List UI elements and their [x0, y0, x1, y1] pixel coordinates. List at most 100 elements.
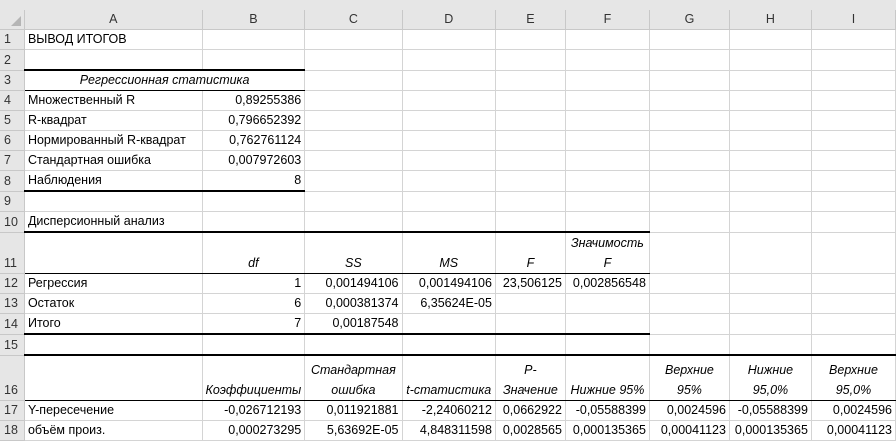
coef-header[interactable]: Верхние 95,0%: [811, 354, 896, 401]
cell[interactable]: [649, 211, 730, 233]
coef-header[interactable]: Стандартная ошибка: [304, 354, 403, 401]
spreadsheet-grid[interactable]: A B C D E F G H I 1 ВЫВОД ИТОГОВ 2 3 Регрессионная ст…: [0, 10, 896, 441]
row-header-15[interactable]: 15: [0, 334, 25, 356]
cell[interactable]: [811, 49, 896, 71]
cell[interactable]: [304, 334, 403, 356]
cell[interactable]: [304, 130, 403, 151]
cell[interactable]: [729, 293, 812, 314]
cell[interactable]: [649, 170, 730, 192]
cell[interactable]: [729, 29, 812, 50]
coef-value[interactable]: 0,0662922: [495, 400, 566, 421]
cell[interactable]: [304, 150, 403, 171]
column-header-E[interactable]: E: [495, 10, 566, 30]
cell[interactable]: [24, 334, 203, 356]
coef-value[interactable]: 0,00041123: [649, 420, 730, 441]
cell[interactable]: [729, 232, 812, 274]
cell[interactable]: [649, 293, 730, 314]
cell[interactable]: [304, 49, 403, 71]
cell[interactable]: [495, 70, 566, 91]
anova-ss[interactable]: 0,000381374: [304, 293, 403, 314]
cell[interactable]: [811, 211, 896, 233]
cell[interactable]: [565, 130, 650, 151]
cell[interactable]: [811, 110, 896, 131]
cell[interactable]: [729, 313, 812, 335]
row-header-4[interactable]: 4: [0, 90, 25, 111]
cell[interactable]: [565, 70, 650, 91]
cell[interactable]: [811, 232, 896, 274]
anova-df[interactable]: 1: [202, 273, 306, 294]
column-header-F[interactable]: F: [565, 10, 650, 30]
cell[interactable]: [304, 70, 403, 91]
cell[interactable]: [202, 191, 306, 212]
coef-value[interactable]: 0,0024596: [811, 400, 896, 421]
anova-sig[interactable]: [565, 293, 650, 314]
anova-df[interactable]: 6: [202, 293, 306, 314]
cell[interactable]: [729, 334, 812, 356]
coef-header[interactable]: t-статистика: [402, 354, 496, 401]
row-header-3[interactable]: 3: [0, 70, 25, 91]
coef-value[interactable]: -2,24060212: [402, 400, 496, 421]
cell[interactable]: [729, 191, 812, 212]
cell[interactable]: [304, 110, 403, 131]
cell[interactable]: [24, 49, 203, 71]
cell[interactable]: [649, 90, 730, 111]
row-header-10[interactable]: 10: [0, 211, 25, 233]
row-header-2[interactable]: 2: [0, 49, 25, 71]
stat-value[interactable]: 0,762761124: [202, 130, 306, 151]
cell[interactable]: [495, 90, 566, 111]
row-header-6[interactable]: 6: [0, 130, 25, 151]
column-header-A[interactable]: A: [24, 10, 203, 30]
anova-header[interactable]: F: [495, 231, 566, 274]
anova-label[interactable]: Итого: [24, 313, 203, 335]
cell[interactable]: [565, 191, 650, 212]
coef-value[interactable]: -0,026712193: [202, 400, 306, 421]
cell[interactable]: [565, 150, 650, 171]
cell[interactable]: [495, 29, 566, 50]
stat-value[interactable]: 0,007972603: [202, 150, 306, 171]
cell[interactable]: [495, 110, 566, 131]
cell[interactable]: [811, 130, 896, 151]
cell[interactable]: [565, 29, 650, 50]
coef-value[interactable]: 0,0024596: [649, 400, 730, 421]
cell[interactable]: [565, 90, 650, 111]
row-header-17[interactable]: 17: [0, 400, 25, 421]
coef-header[interactable]: Коэффициенты: [202, 354, 306, 401]
cell[interactable]: [402, 49, 496, 71]
column-header-I[interactable]: I: [811, 10, 896, 30]
cell[interactable]: [202, 29, 306, 50]
stat-label[interactable]: Наблюдения: [24, 170, 203, 192]
column-header-G[interactable]: G: [649, 10, 730, 30]
cell[interactable]: [811, 70, 896, 91]
coef-label[interactable]: объём произ.: [24, 420, 203, 441]
column-header-D[interactable]: D: [402, 10, 496, 30]
stat-value[interactable]: 0,89255386: [202, 90, 306, 111]
row-header-16[interactable]: 16: [0, 355, 25, 401]
cell[interactable]: [24, 191, 203, 212]
row-header-11[interactable]: 11: [0, 232, 25, 274]
cell[interactable]: [649, 313, 730, 335]
row-header-7[interactable]: 7: [0, 150, 25, 171]
coef-value[interactable]: 4,848311598: [402, 420, 496, 441]
select-all-corner[interactable]: [0, 10, 25, 30]
column-header-H[interactable]: H: [729, 10, 812, 30]
cell[interactable]: [304, 90, 403, 111]
cell[interactable]: [729, 170, 812, 192]
cell[interactable]: [495, 334, 566, 356]
cell[interactable]: [565, 49, 650, 71]
cell[interactable]: [402, 191, 496, 212]
row-header-14[interactable]: 14: [0, 313, 25, 335]
stat-label[interactable]: R-квадрат: [24, 110, 203, 131]
cell[interactable]: [565, 110, 650, 131]
cell[interactable]: [811, 293, 896, 314]
coef-header[interactable]: Нижние 95,0%: [729, 354, 812, 401]
cell[interactable]: [649, 130, 730, 151]
stat-label[interactable]: Множественный R: [24, 90, 203, 111]
cell[interactable]: [304, 29, 403, 50]
anova-f[interactable]: [495, 313, 566, 335]
cell[interactable]: [729, 70, 812, 91]
cell[interactable]: [565, 170, 650, 192]
anova-ss[interactable]: 0,001494106: [304, 273, 403, 294]
cell[interactable]: [811, 170, 896, 192]
cell[interactable]: [649, 150, 730, 171]
cell[interactable]: [202, 334, 306, 356]
